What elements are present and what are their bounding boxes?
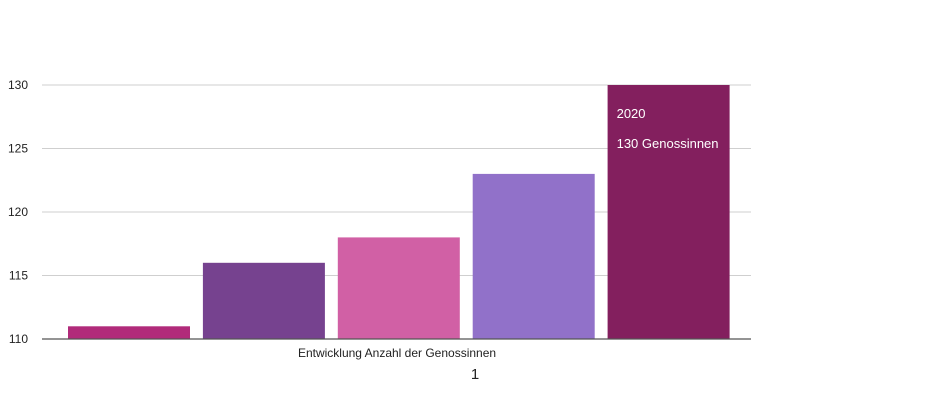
bar <box>202 262 325 339</box>
bars <box>68 85 730 339</box>
annotation-year: 2020 <box>617 106 646 121</box>
y-axis-ticks: 110 115 120 125 130 <box>8 78 28 346</box>
y-tick-label: 115 <box>9 269 28 283</box>
annotation-value: 130 Genossinnen <box>617 136 719 151</box>
y-tick-label: 125 <box>8 142 28 156</box>
x-axis-label: Entwicklung Anzahl der Genossinnen <box>298 346 496 360</box>
y-tick-label: 110 <box>9 332 28 346</box>
bar <box>472 173 595 339</box>
bar <box>68 326 190 339</box>
y-tick-label: 120 <box>8 205 28 219</box>
bar <box>337 237 460 339</box>
category-label: 1 <box>471 366 479 383</box>
y-tick-label: 130 <box>8 78 28 92</box>
bar <box>607 85 730 339</box>
